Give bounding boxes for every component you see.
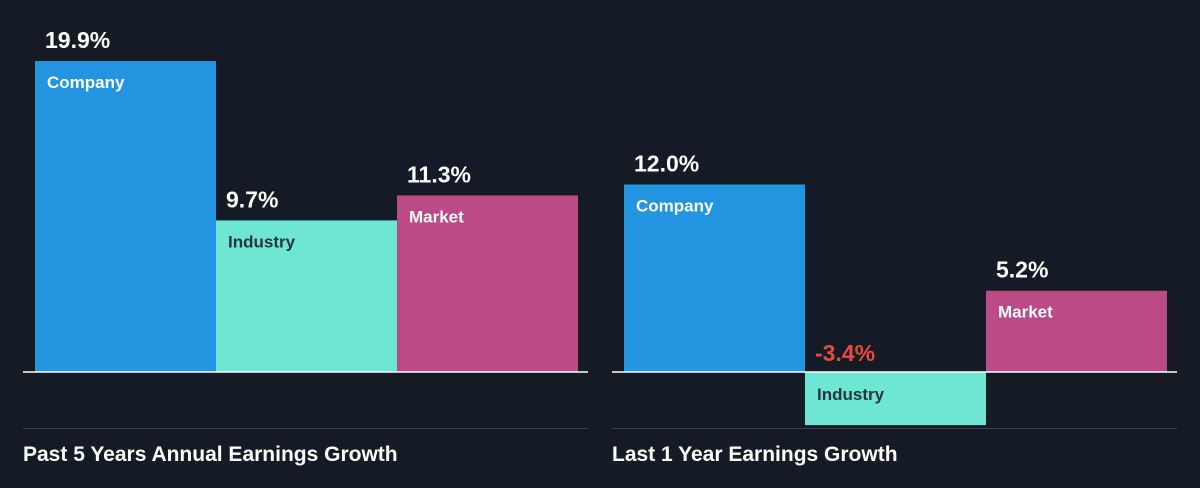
category-label-company: Company: [636, 196, 714, 215]
category-label-company: Company: [47, 73, 125, 92]
panel-title-past-5-years: Past 5 Years Annual Earnings Growth: [23, 443, 398, 466]
category-label-market: Market: [998, 303, 1053, 322]
bar-company: [624, 184, 805, 372]
value-label-industry: 9.7%: [226, 186, 278, 212]
panel-title-last-1-year: Last 1 Year Earnings Growth: [612, 443, 898, 466]
category-label-industry: Industry: [228, 232, 296, 251]
chart-panel-2: 12.0% Company -3.4% Industry 5.2% Market: [612, 150, 1177, 429]
category-label-market: Market: [409, 207, 464, 226]
bar-industry: [805, 372, 986, 426]
category-label-industry: Industry: [817, 385, 885, 404]
bar-market: [986, 290, 1167, 372]
bar-industry: [216, 220, 397, 372]
value-label-company: 19.9%: [45, 27, 110, 53]
bar-company: [35, 61, 216, 372]
value-label-market: 11.3%: [407, 161, 471, 187]
value-label-industry: -3.4%: [815, 340, 875, 366]
bar-market: [397, 195, 578, 372]
value-label-company: 12.0%: [634, 150, 699, 176]
value-label-market: 5.2%: [996, 257, 1048, 283]
chart-panel-1: 19.9% Company 9.7% Industry 11.3% Market: [23, 27, 588, 429]
